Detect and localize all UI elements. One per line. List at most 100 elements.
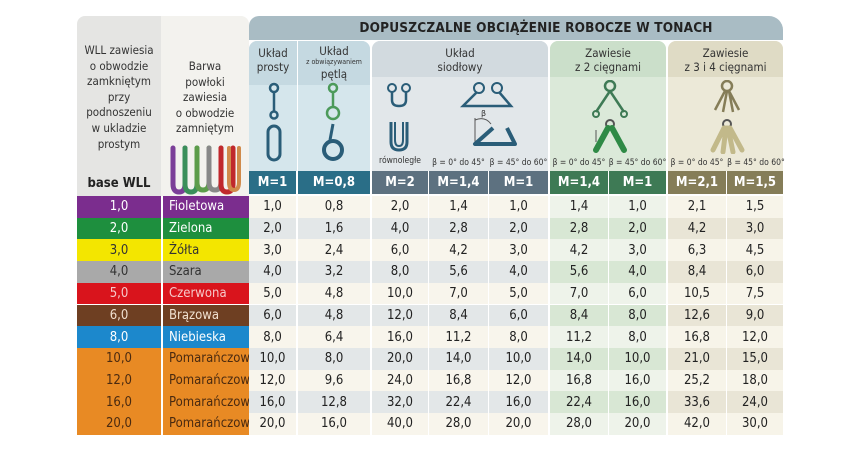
value-cell: 2,0 (372, 196, 428, 218)
value-cell: 20,0 (489, 413, 548, 435)
value-cell: 4,0 (372, 217, 428, 240)
wll-cell: 4,0 (77, 261, 161, 283)
table-row: 20,0 Pomarańczowa 20,0 16,0 40,0 28,0 20,0 28,0… (77, 413, 783, 435)
value-cell: 12,8 (298, 391, 370, 413)
group-line: Układ (258, 46, 288, 60)
value-cell: 7,0 (550, 282, 608, 305)
value-cell: 4,5 (727, 239, 783, 262)
value-cell: 16,0 (609, 391, 666, 413)
value-cell: 24,0 (372, 369, 428, 392)
table-row: 12,0 Pomarańczowa 12,0 9,6 24,0 16,8 12,0 16,8 1… (77, 369, 783, 392)
factor-cell: M=2 (372, 171, 428, 194)
table-row: 1,0 Fioletowa 1,0 0,8 2,0 1,4 1,0 1,4 1,0 2,1 1,5 (77, 196, 783, 218)
value-cell: 4,0 (249, 261, 296, 283)
value-cell: 21,0 (668, 347, 726, 370)
factor-cell: M=1,4 (550, 171, 608, 194)
value-cell: 10,0 (372, 282, 428, 305)
value-cell: 16,8 (668, 326, 726, 348)
group-header-3-4-leg: Zawiesie z 3 i 4 cięgnami (668, 46, 783, 74)
color-desc-line: Barwa (188, 59, 222, 73)
table-row: 6,0 Brązowa 6,0 4,8 12,0 8,4 6,0 8,4 8,0 12,6 9,0 (77, 304, 783, 327)
value-cell: 16,0 (489, 391, 548, 413)
group-line: siodłowy (437, 60, 483, 74)
svg-text:β: β (481, 109, 486, 118)
wll-cell: 12,0 (77, 369, 161, 392)
value-cell: 4,2 (668, 217, 726, 240)
value-cell: 10,0 (249, 347, 296, 370)
wll-desc-line: przy (107, 89, 131, 104)
value-cell: 42,0 (668, 413, 726, 435)
color-cell: Brązowa (163, 304, 249, 327)
value-cell: 2,1 (668, 196, 726, 218)
value-cell: 3,0 (489, 239, 548, 262)
color-description: Barwa powłoki zawiesia o obwodzie zamnię… (161, 59, 249, 137)
value-cell: 2,0 (609, 217, 666, 240)
value-cell: 4,8 (298, 282, 370, 305)
value-cell: 20,0 (372, 347, 428, 370)
value-cell: 8,4 (550, 304, 608, 327)
value-cell: 12,0 (727, 326, 783, 348)
choke-sling-icon (322, 82, 344, 161)
color-cell: Żółta (163, 239, 249, 262)
group-line: z 2 cięgnami (575, 60, 641, 74)
value-cell: 1,0 (249, 196, 296, 218)
sub-header-beta: β = 0° do 45° (552, 158, 606, 168)
value-cell: 6,0 (249, 304, 296, 327)
value-cell: 1,4 (550, 196, 608, 218)
value-cell: 8,0 (609, 304, 666, 327)
value-cell: 14,0 (550, 347, 608, 370)
wll-cell: 1,0 (77, 196, 161, 218)
value-cell: 11,2 (429, 326, 488, 348)
table-row: 10,0 Pomarańczowa 10,0 8,0 20,0 14,0 10,0 14,0 1… (77, 347, 783, 370)
group-line: Zawiesie (702, 46, 749, 60)
value-cell: 4,0 (489, 261, 548, 283)
wll-desc-line: WLL zawiesia (84, 43, 154, 57)
group-line: Układ (319, 44, 349, 58)
value-cell: 1,6 (298, 217, 370, 240)
value-cell: 10,5 (668, 282, 726, 305)
wll-cell: 3,0 (77, 239, 161, 262)
group-header-choke: Układ z obwiązywaniem pętlą (298, 44, 370, 81)
group-header-2-leg: Zawiesie z 2 cięgnami (550, 46, 666, 74)
color-cell: Fioletowa (163, 196, 249, 218)
color-cell: Pomarańczowa (163, 391, 257, 413)
value-cell: 15,0 (727, 347, 783, 370)
table-row: 8,0 Niebieska 8,0 6,4 16,0 11,2 8,0 11,2 8,0 16,8… (77, 326, 783, 348)
value-cell: 28,0 (429, 413, 488, 435)
value-cell: 1,5 (727, 196, 783, 218)
group-line: Zawiesie (585, 46, 631, 60)
sub-header-beta: β = 0° do 45° (670, 158, 724, 168)
value-cell: 7,5 (727, 282, 783, 305)
table-row: 3,0 Żółta 3,0 2,4 6,0 4,2 3,0 4,2 3,0 6,3 4,5 (77, 239, 783, 262)
colored-slings-icon (170, 145, 241, 195)
color-cell: Czerwona (163, 282, 249, 305)
divider (297, 41, 298, 171)
value-cell: 8,0 (489, 326, 548, 348)
table-row: 16,0 Pomarańczowa 16,0 12,8 32,0 22,4 16,0 22,4… (77, 391, 783, 413)
value-cell: 4,0 (609, 261, 666, 283)
value-cell: 8,4 (429, 304, 488, 327)
value-cell: 8,0 (298, 347, 370, 370)
color-cell: Pomarańczowa (163, 347, 257, 370)
value-cell: 10,0 (609, 347, 666, 370)
value-cell: 20,0 (609, 413, 666, 435)
factor-cell: M=1,4 (429, 171, 488, 194)
value-cell: 16,0 (609, 369, 666, 392)
wll-desc-line: o obwodzie (89, 58, 149, 73)
sub-header-beta: β = 45° do 60° (727, 158, 785, 168)
group-line: prosty (256, 60, 290, 74)
value-cell: 8,0 (249, 326, 296, 348)
value-cell: 5,0 (249, 282, 296, 305)
factor-cell: M=1 (609, 171, 666, 194)
value-cell: 16,8 (429, 369, 488, 392)
group-line: Układ (445, 46, 475, 60)
value-cell: 5,6 (429, 261, 488, 283)
color-cell: Zielona (163, 217, 249, 240)
sub-header-beta: β = 0° do 45° (432, 158, 485, 168)
value-cell: 6,0 (372, 239, 428, 262)
value-cell: 8,0 (609, 326, 666, 348)
value-cell: 16,0 (298, 413, 370, 435)
factor-cell: M=1,5 (727, 171, 783, 194)
group-line: pętlą (320, 67, 348, 81)
value-cell: 1,0 (609, 196, 666, 218)
